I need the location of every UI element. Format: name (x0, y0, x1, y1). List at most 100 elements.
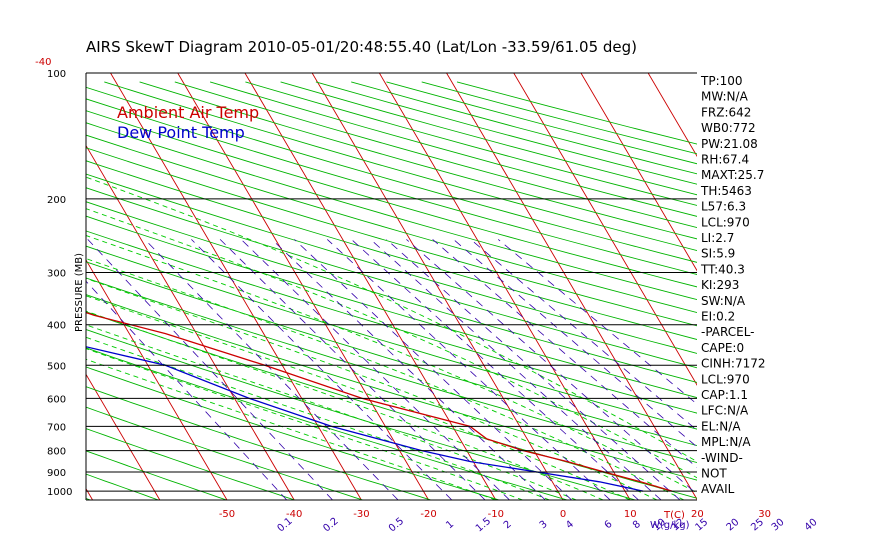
index-item: SW:N/A (701, 294, 746, 308)
mixing-ratio-line (453, 239, 697, 448)
index-item: FRZ:642 (701, 105, 751, 119)
pressure-tick-label: 400 (47, 321, 66, 332)
dry-adiabat-line (86, 160, 697, 340)
dry-adiabat-line (86, 261, 697, 447)
moist-adiabat-line (86, 348, 523, 500)
bottom-temp-tick-label: 20 (691, 509, 704, 520)
chart-title: AIRS SkewT Diagram 2010-05-01/20:48:55.4… (86, 38, 637, 56)
index-item: L57:6.3 (701, 200, 746, 214)
index-item: MW:N/A (701, 90, 749, 104)
mixing-ratio-tick-label: 0.2 (321, 516, 340, 535)
top-temp-tick-label: -40 (35, 57, 51, 68)
bottom-temp-tick-label: -10 (488, 509, 504, 520)
mixing-ratio-tick-label: 6 (603, 519, 615, 532)
dry-adiabat-line (86, 366, 500, 500)
mixing-ratio-tick-label: 20 (725, 517, 742, 534)
series-layer (86, 311, 673, 492)
pressure-tick-label: 100 (47, 69, 66, 80)
isotherm-line (86, 144, 295, 500)
mixing-ratio-line (294, 239, 572, 500)
mixing-ratio-line (191, 239, 453, 500)
pressure-tick-label: 600 (47, 394, 66, 405)
bottom-temp-tick-label: -50 (219, 509, 235, 520)
index-item: MPL:N/A (701, 435, 751, 449)
moist-adiabat-line (86, 310, 604, 500)
moist-adiabat-line (86, 258, 685, 500)
bottom-temp-tick-label: -20 (420, 509, 436, 520)
index-item: KI:293 (701, 278, 739, 292)
mixing-ratio-line (432, 239, 697, 469)
pressure-tick-label: 1000 (47, 487, 72, 498)
dry-adiabat-line (86, 98, 697, 275)
dry-adiabat-line (86, 428, 295, 500)
index-item: AVAIL (701, 482, 735, 496)
dry-adiabat-line (86, 215, 697, 399)
dry-adiabat-line (86, 122, 697, 301)
mixing-ratio-tick-label: 0.5 (387, 516, 406, 535)
mixing-ratio-tick-label: 40 (803, 517, 820, 534)
moist-adiabat-line (86, 358, 496, 500)
mixing-ratio-tick-label: 30 (770, 517, 787, 534)
mixing-ratio-line (406, 239, 697, 495)
index-item: WB0:772 (701, 121, 756, 135)
mixing-ratio-line (144, 239, 399, 500)
dry-adiabat-line (86, 386, 432, 500)
index-item: LFC:N/A (701, 404, 749, 418)
mixing-ratio-line (351, 239, 639, 500)
dry-adiabat-line (86, 294, 697, 481)
dry-adiabat-line (86, 147, 697, 327)
index-item: CAPE:0 (701, 341, 744, 355)
mixing-ratio-line (87, 239, 333, 500)
moist-adiabat-line (86, 336, 550, 500)
index-item: LCL:970 (701, 215, 750, 229)
isotherm-line (86, 259, 228, 500)
dry-adiabat-line (174, 81, 697, 228)
dry-adiabat-line (86, 347, 568, 500)
dry-adiabat-line (245, 81, 697, 206)
index-item: CINH:7172 (701, 357, 766, 371)
index-item: SI:5.9 (701, 247, 735, 261)
pressure-axis: 100 200 300 400 500 600 700 800 900 1000 (47, 69, 697, 501)
dry-adiabat-line (86, 110, 697, 288)
index-item: NOT (701, 467, 727, 481)
index-item: TP:100 (700, 74, 743, 88)
mixing-ratio-tick-label: 4 (564, 519, 576, 532)
dry-adiabat-line (86, 277, 697, 464)
pressure-tick-label: 200 (47, 195, 66, 206)
pressure-tick-label: 800 (47, 447, 66, 458)
dry-adiabat-line (86, 134, 697, 313)
dry-adiabat-line (86, 406, 364, 500)
isotherm-line (446, 73, 697, 500)
temperature-profile-line (86, 311, 673, 492)
isotherm-line (580, 73, 697, 272)
isotherm-line (0, 73, 25, 500)
index-item: EL:N/A (701, 419, 741, 433)
mixing-ratio-line (86, 280, 288, 500)
dry-adiabat-line (351, 81, 697, 175)
temp-unit-label: T(C) (663, 510, 685, 521)
mixing-unit-label: W(g/kg) (650, 520, 690, 531)
bottom-temp-tick-label: 0 (560, 509, 566, 520)
dry-adiabat-line (104, 81, 697, 251)
index-item: -PARCEL- (701, 325, 755, 339)
mixing-ratio-line (240, 239, 510, 500)
moist-adiabat-line (86, 295, 631, 500)
pressure-tick-label: 300 (47, 269, 66, 280)
index-item: TH:5463 (700, 184, 752, 198)
isotherm-line (244, 73, 497, 500)
dry-adiabat-line (86, 311, 697, 499)
legend-ambient-air-temp: Ambient Air Temp (117, 103, 259, 122)
legend-dew-point-temp: Dew Point Temp (117, 123, 245, 142)
pressure-tick-label: 900 (47, 468, 66, 479)
isotherm-line (378, 73, 631, 500)
dewpoint-profile-line (86, 346, 644, 492)
y-axis-label: PRESSURE (MB) (74, 253, 85, 332)
dry-adiabat-line (86, 86, 697, 263)
mixing-ratio-tick-label: 1 (444, 519, 456, 532)
dry-adiabat-line (86, 230, 697, 414)
moist-adiabat-line (86, 324, 577, 500)
mixing-ratio-line (370, 239, 662, 500)
moist-adiabat-line (86, 235, 697, 494)
index-item: MAXT:25.7 (701, 168, 764, 182)
